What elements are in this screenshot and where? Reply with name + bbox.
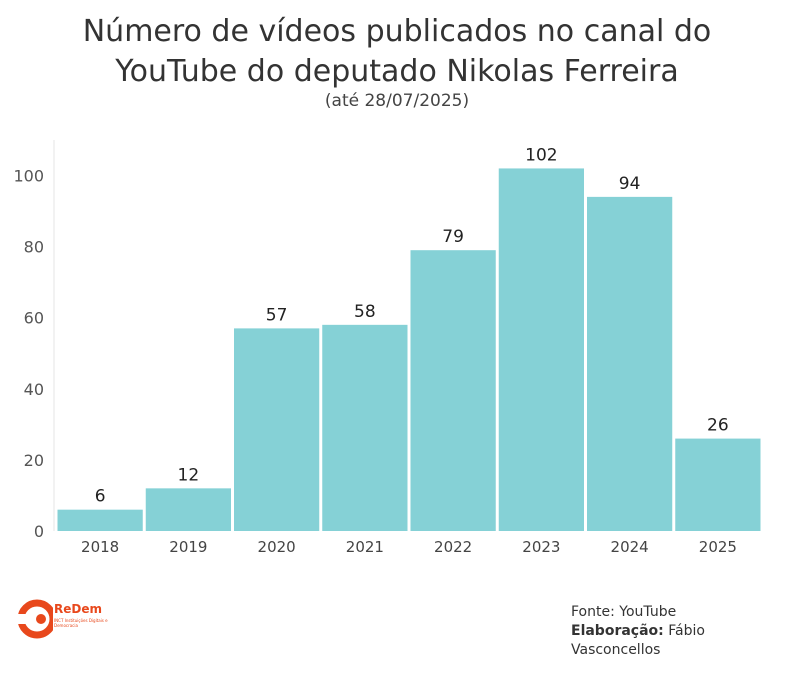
y-tick-label: 40 (24, 380, 44, 399)
bar-2024 (587, 196, 673, 531)
redem-logo-icon (17, 599, 57, 639)
bars-group: 6 12 57 58 79 102 94 26 (57, 145, 761, 531)
x-axis: 2018 2019 2020 2021 2022 2023 2024 2025 (81, 538, 737, 556)
bar-2022 (410, 250, 496, 531)
x-tick-label-2019: 2019 (169, 538, 207, 556)
y-tick-label: 0 (34, 522, 44, 541)
bar-value-label-2025: 26 (707, 416, 729, 436)
chart-title: Número de vídeos publicados no canal do … (0, 12, 794, 92)
y-tick-label: 100 (13, 167, 44, 186)
bar-value-label-2023: 102 (525, 145, 557, 165)
x-tick-label-2024: 2024 (611, 538, 649, 556)
x-tick-label-2023: 2023 (522, 538, 560, 556)
redem-logo-tagline: INCT Instituições Digitais e Democracia (54, 618, 108, 628)
y-tick-label: 20 (24, 451, 44, 470)
bar-value-label-2019: 12 (178, 465, 200, 485)
footer-credits: Fonte: YouTube Elaboração: Fábio Vasconc… (571, 603, 794, 660)
chart-title-line-2: YouTube do deputado Nikolas Ferreira (115, 54, 679, 89)
chart-title-line-1: Número de vídeos publicados no canal do (82, 14, 712, 49)
chart-subtitle: (até 28/07/2025) (324, 91, 470, 111)
bar-value-label-2018: 6 (95, 487, 106, 507)
credit-text: Elaboração: Fábio Vasconcellos (571, 622, 794, 660)
x-tick-label-2021: 2021 (346, 538, 384, 556)
source-text: Fonte: YouTube (571, 604, 677, 620)
x-tick-label-2022: 2022 (434, 538, 472, 556)
credit-name: Fábio Vasconcellos (571, 623, 705, 658)
bar-2019 (145, 488, 231, 531)
bar-2020 (234, 328, 320, 531)
bar-2021 (322, 324, 408, 531)
bar-value-label-2022: 79 (442, 227, 464, 247)
bar-value-label-2024: 94 (619, 174, 641, 194)
credit-label: Elaboração: (571, 623, 664, 639)
x-tick-label-2025: 2025 (699, 538, 737, 556)
bar-2025 (675, 438, 761, 531)
y-tick-label: 80 (24, 238, 44, 257)
bar-2023 (498, 168, 584, 531)
x-tick-label-2018: 2018 (81, 538, 119, 556)
y-tick-label: 60 (24, 309, 44, 328)
y-axis: 0 20 40 60 80 100 (13, 140, 55, 541)
x-tick-label-2020: 2020 (258, 538, 296, 556)
bar-2018 (57, 509, 143, 531)
bar-value-label-2020: 57 (266, 305, 288, 325)
redem-logo-text: ReDem (54, 602, 102, 616)
bar-value-label-2021: 58 (354, 302, 376, 322)
redem-logo: ReDem INCT Instituições Digitais e Democ… (17, 596, 127, 646)
